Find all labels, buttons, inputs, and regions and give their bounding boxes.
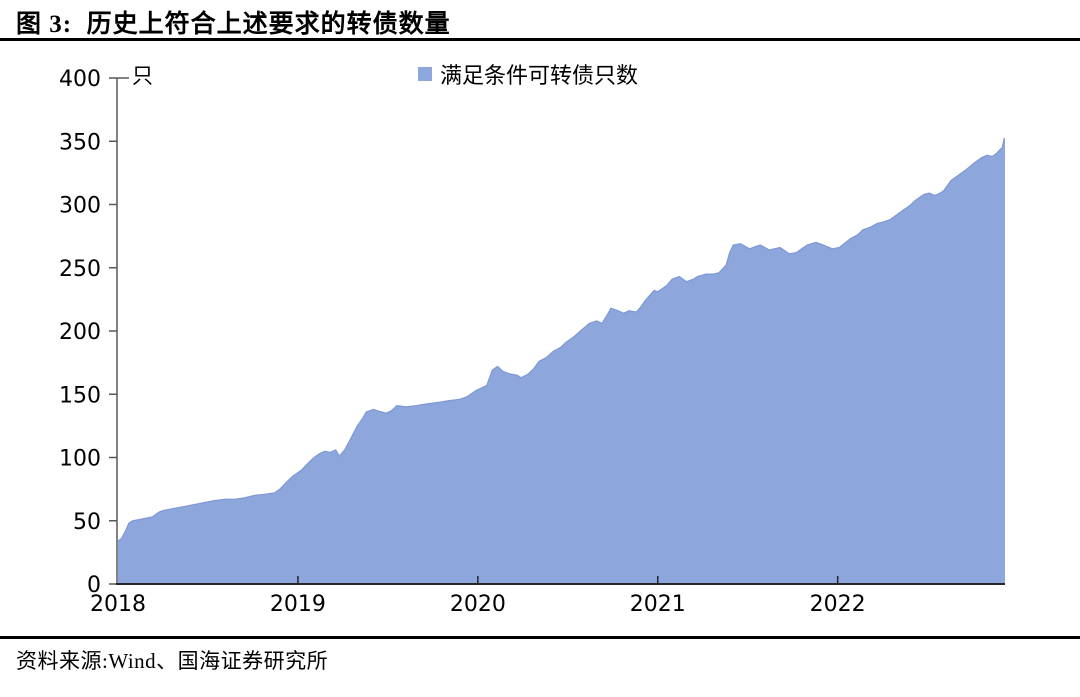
y-tick-label: 250 xyxy=(59,257,101,282)
y-tick-label: 100 xyxy=(59,447,101,472)
y-tick-label: 150 xyxy=(59,383,101,408)
x-tick-label: 2018 xyxy=(90,592,146,617)
y-tick-label: 350 xyxy=(59,130,101,155)
source-note: 资料来源:Wind、国海证券研究所 xyxy=(16,645,328,675)
area-chart: 0501001502002503003504002018201920202021… xyxy=(0,0,1080,697)
y-tick-label: 50 xyxy=(73,510,101,535)
legend-square-icon xyxy=(418,67,432,81)
report-figure-page: { "figure": { "title": "图 3: 历史上符合上述要求的转… xyxy=(0,0,1080,697)
y-tick-label: 400 xyxy=(59,67,101,92)
chart-legend: 满足条件可转债只数 xyxy=(418,58,638,90)
x-tick-label: 2019 xyxy=(270,592,326,617)
x-tick-label: 2021 xyxy=(630,592,686,617)
x-tick-label: 2022 xyxy=(810,592,866,617)
source-divider xyxy=(0,636,1080,639)
y-tick-label: 200 xyxy=(59,320,101,345)
y-tick-label: 300 xyxy=(59,194,101,219)
y-axis-unit-label: 只 xyxy=(132,60,153,90)
legend-label: 满足条件可转债只数 xyxy=(440,58,638,90)
x-tick-label: 2020 xyxy=(450,592,506,617)
area-series-fill xyxy=(118,139,1005,584)
